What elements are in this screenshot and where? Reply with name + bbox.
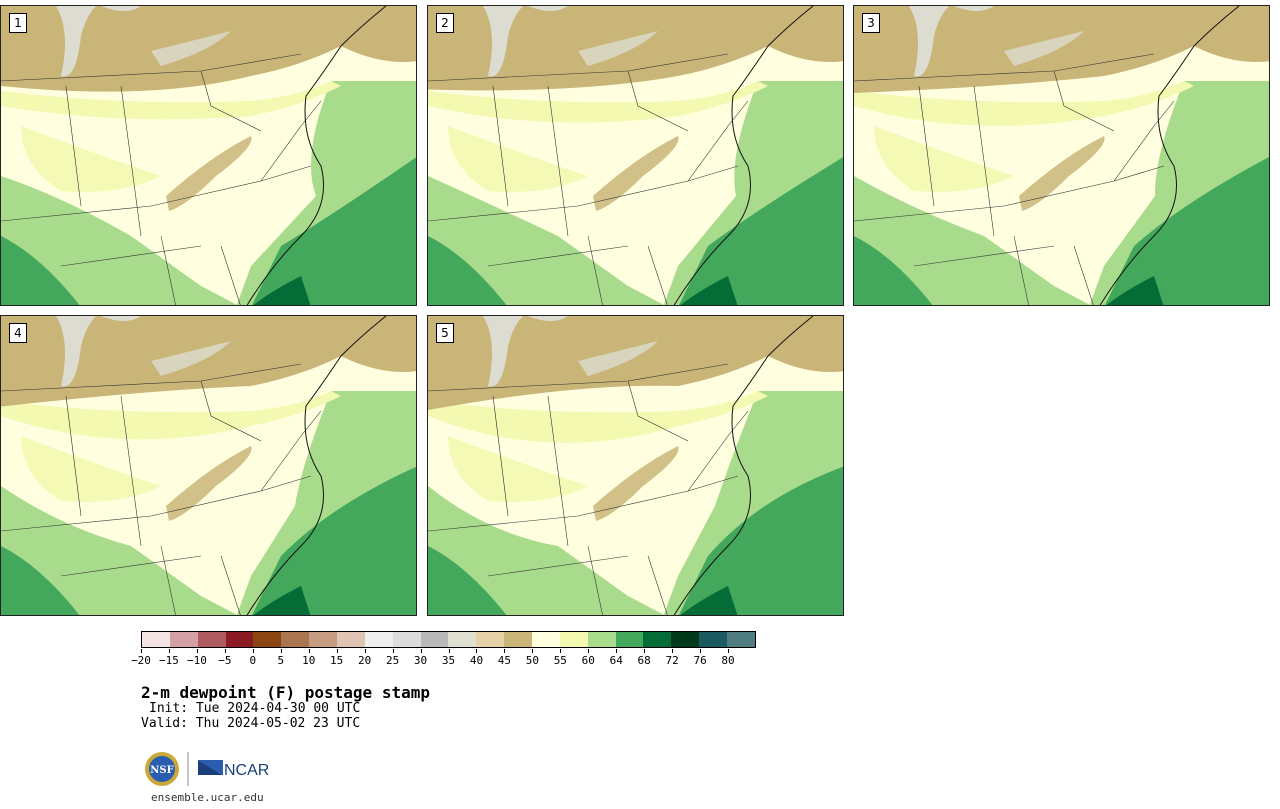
colorbar-segment	[169, 632, 198, 647]
colorbar-tick-label: 10	[302, 654, 316, 667]
colorbar-tick	[252, 649, 254, 653]
colorbar-tick	[168, 649, 170, 653]
panel-label: 1	[9, 13, 27, 33]
colorbar-segment	[643, 632, 672, 647]
colorbar	[141, 631, 756, 648]
colorbar-tick	[196, 649, 198, 653]
colorbar-tick	[392, 649, 394, 653]
colorbar-tick	[560, 649, 562, 653]
ncar-logo-icon: NCAR	[198, 760, 269, 779]
colorbar-tick	[728, 649, 730, 653]
colorbar-tick	[420, 649, 422, 653]
colorbar-tick	[280, 649, 282, 653]
colorbar-tick-label: 5	[277, 654, 285, 667]
colorbar-segment	[392, 632, 421, 647]
colorbar-segment	[448, 632, 477, 647]
map-panel: 5	[427, 315, 844, 616]
colorbar-tick-label: 50	[525, 654, 539, 667]
panel-label: 3	[862, 13, 880, 33]
colorbar-segment	[420, 632, 449, 647]
colorbar-tick-label: 15	[330, 654, 344, 667]
footer-url: ensemble.ucar.edu	[151, 791, 264, 804]
colorbar-tick	[504, 649, 506, 653]
colorbar-segment	[699, 632, 728, 647]
map-panel: 2	[427, 5, 844, 306]
colorbar-tick-label: 68	[637, 654, 651, 667]
panel-label: 5	[436, 323, 454, 343]
colorbar-segment	[225, 632, 254, 647]
map-panel: 1	[0, 5, 417, 306]
colorbar-segment	[281, 632, 310, 647]
colorbar-segment	[504, 632, 533, 647]
colorbar-tick	[141, 649, 142, 653]
chart-title: 2-m dewpoint (F) postage stamp	[141, 683, 430, 702]
colorbar-ticks: −20 −15 −10 −5 0 5 10 15 20 25 30 35 40 45 50 55 60 64 68 7…	[131, 649, 756, 669]
nsf-ncar-logo: NSF NCAR	[145, 752, 269, 786]
colorbar-tick	[672, 649, 674, 653]
colorbar-segment	[532, 632, 560, 647]
colorbar-segment	[197, 632, 226, 647]
colorbar-tick	[700, 649, 702, 653]
colorbar-tick	[476, 649, 478, 653]
panel-label: 2	[436, 13, 454, 33]
valid-time: Valid: Thu 2024-05-02 23 UTC	[141, 716, 361, 731]
colorbar-tick	[224, 649, 226, 653]
colorbar-tick-label: 35	[441, 654, 456, 667]
colorbar-segment	[476, 632, 505, 647]
colorbar-tick-label: 76	[693, 654, 707, 667]
colorbar-segment	[337, 632, 365, 647]
colorbar-tick-label: 40	[469, 654, 484, 667]
colorbar-tick-label: 80	[721, 654, 735, 667]
colorbar-tick-label: 72	[665, 654, 679, 667]
colorbar-tick-label: −5	[218, 654, 232, 667]
colorbar-tick-label: 30	[413, 654, 428, 667]
colorbar-segment	[142, 632, 170, 647]
colorbar-segment	[671, 632, 700, 647]
panel-label: 4	[9, 323, 27, 343]
colorbar-tick	[588, 649, 590, 653]
colorbar-tick	[616, 649, 618, 653]
colorbar-tick	[336, 649, 338, 653]
init-time: Init: Tue 2024-04-30 00 UTC	[149, 701, 361, 716]
colorbar-tick-label: −10	[186, 654, 207, 667]
colorbar-tick-label: 20	[358, 654, 372, 667]
colorbar-segment	[559, 632, 588, 647]
colorbar-tick-label: 55	[553, 654, 567, 667]
colorbar-segment	[727, 632, 755, 647]
colorbar-tick	[448, 649, 450, 653]
colorbar-tick-label: 64	[609, 654, 623, 667]
map-panel: 3	[853, 5, 1270, 306]
colorbar-tick	[644, 649, 646, 653]
colorbar-tick	[308, 649, 310, 653]
colorbar-segment	[615, 632, 644, 647]
svg-text:NSF: NSF	[150, 765, 173, 776]
map-panel: 4	[0, 315, 417, 616]
colorbar-segment	[253, 632, 282, 647]
colorbar-tick-label: 25	[385, 654, 400, 667]
logos: NSF NCAR	[145, 748, 275, 790]
colorbar-segment	[587, 632, 616, 647]
colorbar-tick	[364, 649, 366, 653]
colorbar-segment	[309, 632, 338, 647]
colorbar-tick-label: −15	[159, 654, 179, 667]
colorbar-tick-label: 45	[497, 654, 512, 667]
svg-text:NCAR: NCAR	[224, 762, 269, 779]
colorbar-tick-label: 60	[581, 654, 595, 667]
colorbar-tick-label: −20	[131, 654, 151, 667]
colorbar-tick	[532, 649, 534, 653]
colorbar-segment	[364, 632, 393, 647]
nsf-logo-icon: NSF	[145, 752, 179, 786]
colorbar-tick-label: 0	[249, 654, 257, 667]
